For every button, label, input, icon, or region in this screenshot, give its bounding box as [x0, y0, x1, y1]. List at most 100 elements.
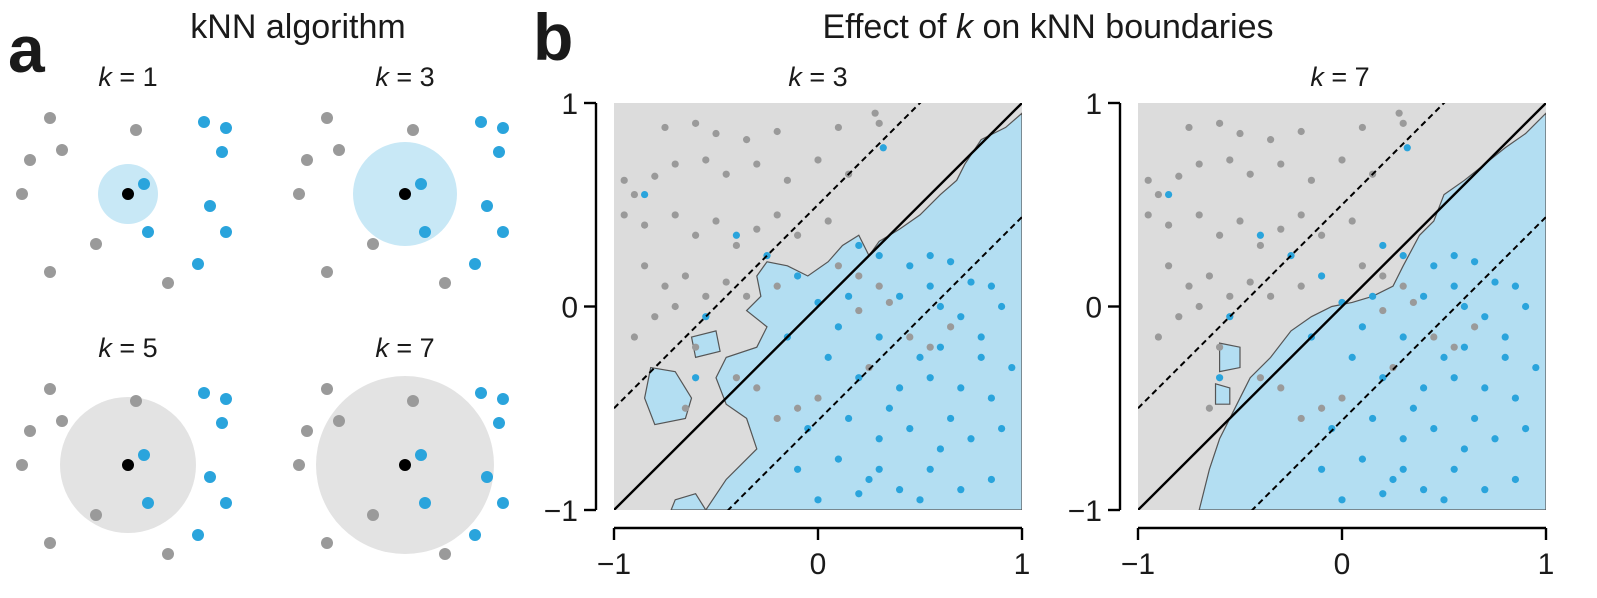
blue-point — [1491, 278, 1499, 286]
gray-point — [712, 217, 720, 225]
panel-a: a kNN algorithm k = 1 k = 3 k = 5 k = 7 — [8, 8, 509, 560]
gray-point — [814, 394, 822, 402]
blue-class-point — [469, 529, 481, 541]
gray-point — [651, 313, 659, 321]
subpanel-k3: k = 3 — [293, 62, 509, 289]
blue-point — [967, 278, 975, 286]
blue-point — [957, 384, 965, 392]
gray-point — [1216, 231, 1224, 239]
gray-point — [1348, 217, 1356, 225]
gray-class-point — [293, 188, 305, 200]
blue-point — [1389, 475, 1397, 484]
gray-point — [620, 176, 628, 184]
blue-point — [1399, 465, 1407, 473]
blue-point — [855, 490, 863, 498]
gray-point — [732, 241, 741, 250]
blue-point — [1501, 333, 1509, 341]
blue-point — [1522, 302, 1530, 311]
blue-point — [936, 343, 945, 351]
gray-point — [630, 333, 639, 341]
blue-point — [957, 486, 965, 494]
gray-class-point — [44, 383, 56, 395]
gray-point — [1389, 363, 1397, 372]
gray-class-point — [44, 537, 56, 549]
gray-point — [1297, 414, 1305, 423]
blue-class-point — [204, 200, 216, 212]
query-point — [399, 188, 411, 200]
x-tick-label: 0 — [810, 548, 827, 581]
blue-point — [1460, 445, 1468, 453]
gray-point — [1246, 278, 1254, 286]
boundary-plot-k3-title: k = 3 — [788, 62, 847, 92]
blue-point — [692, 374, 700, 382]
blue-class-point — [138, 178, 150, 190]
panel-a-letter: a — [8, 12, 46, 86]
blue-point — [1430, 262, 1438, 270]
gray-class-point — [321, 383, 333, 395]
gray-point — [641, 262, 649, 270]
gray-class-point — [56, 144, 68, 156]
blue-point — [987, 475, 996, 484]
subpanel-k3-label: k = 3 — [375, 62, 434, 92]
x-tick-label: −1 — [597, 548, 631, 581]
x-tick-label: 0 — [1334, 548, 1351, 581]
gray-point — [1216, 119, 1224, 127]
blue-point — [987, 394, 996, 402]
gray-class-point — [301, 154, 313, 166]
blue-point — [875, 333, 883, 341]
gray-point — [671, 160, 679, 168]
blue-point — [1399, 435, 1407, 443]
blue-point — [1450, 282, 1458, 290]
gray-point — [661, 282, 669, 290]
blue-point — [875, 465, 883, 473]
gray-point — [1185, 282, 1193, 290]
query-point — [122, 459, 134, 471]
gray-point — [875, 119, 883, 127]
subpanel-k1-plot — [16, 112, 232, 289]
blue-point — [987, 282, 996, 290]
blue-class-point — [481, 200, 493, 212]
blue-point — [804, 425, 812, 433]
gray-point — [947, 323, 955, 331]
blue-point — [1358, 323, 1366, 331]
gray-class-point — [407, 124, 419, 136]
gray-point — [692, 119, 700, 127]
blue-point — [1511, 282, 1519, 290]
blue-point — [794, 272, 802, 280]
boundary-plot-k3: k = 3 −1 −1 0 0 1 1 — [544, 62, 1031, 581]
gray-point — [722, 278, 730, 286]
gray-point — [1358, 262, 1366, 270]
blue-point — [967, 435, 975, 443]
blue-class-point — [419, 226, 431, 238]
margin-line — [726, 216, 1022, 510]
blue-point — [926, 252, 934, 260]
blue-class-point — [216, 146, 228, 158]
y-tick-label: 1 — [561, 88, 578, 121]
gray-point — [1338, 394, 1346, 402]
blue-point — [906, 425, 914, 433]
gray-class-point — [44, 112, 56, 124]
gray-point — [692, 231, 700, 239]
y-tick-label: 0 — [1085, 292, 1102, 325]
blue-point — [1481, 384, 1489, 392]
gray-point — [1256, 241, 1264, 250]
blue-class-point — [204, 471, 216, 483]
gray-point — [783, 176, 792, 184]
subpanel-k1-label: k = 1 — [98, 62, 157, 92]
blue-point — [1481, 486, 1489, 494]
blue-class-point — [475, 387, 487, 399]
blue-point — [1532, 363, 1540, 372]
blue-point — [834, 455, 843, 463]
blue-point — [1430, 425, 1438, 433]
blue-point — [896, 486, 904, 494]
blue-point — [1460, 343, 1468, 351]
gray-point — [1236, 217, 1244, 225]
blue-point — [1471, 414, 1479, 423]
blue-point — [1379, 490, 1387, 498]
blue-point — [1420, 486, 1428, 494]
gray-class-point — [90, 509, 102, 521]
gray-point — [671, 302, 679, 311]
gray-point — [702, 156, 710, 164]
gray-class-point — [24, 154, 36, 166]
gray-point — [722, 170, 730, 178]
